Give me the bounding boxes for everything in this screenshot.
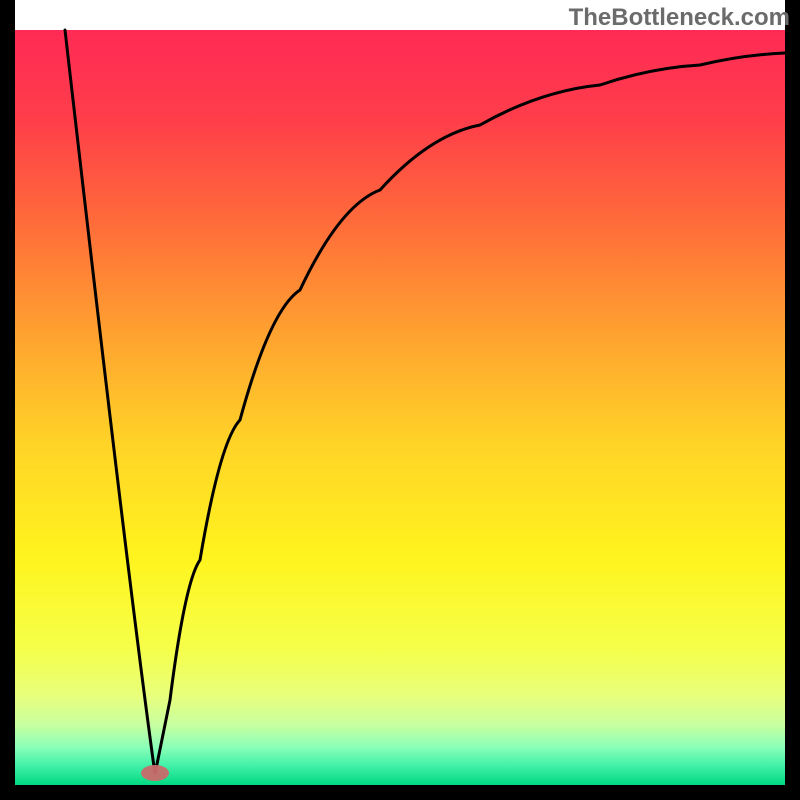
frame-bottom	[0, 785, 800, 800]
frame-right	[785, 0, 800, 800]
frame-left	[0, 0, 15, 800]
watermark-text: TheBottleneck.com	[569, 4, 790, 32]
chart-svg	[0, 0, 800, 800]
chart-background	[15, 30, 785, 785]
chart-container: { "watermark": { "text": "TheBottleneck.…	[0, 0, 800, 800]
minimum-marker	[141, 765, 169, 781]
